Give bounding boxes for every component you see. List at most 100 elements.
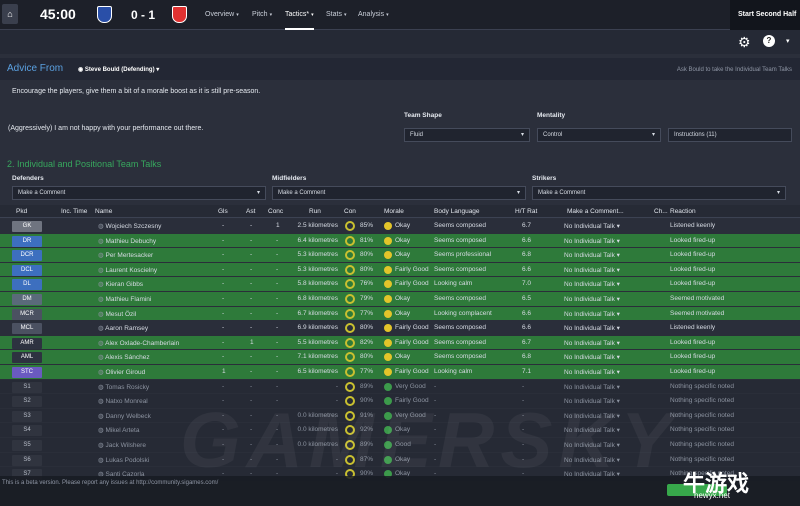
table-row[interactable]: DM ◍ Mathieu Flamini - - - 6.8 kilometres 79% O… <box>0 291 800 307</box>
individual-talk-dropdown[interactable]: No Individual Talk ▾ <box>564 471 620 479</box>
condition: 85% <box>360 222 374 229</box>
conceded: - <box>276 309 279 317</box>
chevron-down-icon: ▾ <box>256 190 260 196</box>
table-row[interactable]: MCR ◍ Mesut Özil - - - 6.7 kilometres 77% Okay L… <box>0 306 800 322</box>
table-row[interactable]: DL ◍ Kieran Gibbs - - - 5.8 kilometres 76% Fair… <box>0 277 800 292</box>
nav-overview[interactable]: Overview ▾ <box>205 11 239 18</box>
player-name[interactable]: ◍ Mesut Özil <box>98 310 137 318</box>
table-row[interactable]: S3 ◍ Danny Welbeck - - - 0.0 kilometres 91% Ver… <box>0 408 800 424</box>
column-header[interactable]: Ast <box>246 208 256 215</box>
player-name[interactable]: ◍ Danny Welbeck <box>98 412 151 420</box>
player-name[interactable]: ◍ Wojciech Szczesny <box>98 223 162 230</box>
individual-talk-dropdown[interactable]: No Individual Talk ▾ <box>564 310 620 318</box>
column-header[interactable]: Con <box>344 208 356 215</box>
table-row[interactable]: GK ◍ Wojciech Szczesny - - 1 2.5 kilometres 85… <box>0 219 800 234</box>
table-row[interactable]: MCL ◍ Aaron Ramsey - - - 6.9 kilometres 80% Fai… <box>0 321 800 336</box>
position-badge: MCR <box>12 308 42 320</box>
table-row[interactable]: DCL ◍ Laurent Koscielny - - - 5.3 kilometres 8… <box>0 262 800 278</box>
table-row[interactable]: DCR ◍ Per Mertesacker - - - 5.3 kilometres 80%… <box>0 248 800 263</box>
individual-talk-dropdown[interactable]: No Individual Talk ▾ <box>564 266 620 274</box>
individual-talk-dropdown[interactable]: No Individual Talk ▾ <box>564 427 620 435</box>
advice-selector[interactable]: ◉ Steve Bould (Defending) ▾ <box>78 67 160 73</box>
nav-stats[interactable]: Stats ▾ <box>326 11 347 18</box>
table-row[interactable]: AMR ◍ Alex Oxlade-Chamberlain - 1 - 5.5 kilom… <box>0 335 800 351</box>
gear-icon[interactable]: ⚙ <box>738 34 751 50</box>
defenders-comment-dropdown[interactable]: Make a Comment ▾ <box>12 186 266 200</box>
table-row[interactable]: S4 ◍ Mikel Arteta - - - 0.0 kilometres 92% Okay… <box>0 423 800 438</box>
table-row[interactable]: S6 ◍ Lukas Podolski - - - - 87% Okay - - No Indivi… <box>0 452 800 468</box>
individual-talk-dropdown[interactable]: No Individual Talk ▾ <box>564 354 620 362</box>
help-icon[interactable]: ? <box>763 35 775 47</box>
player-name[interactable]: ◍ Olivier Giroud <box>98 368 146 376</box>
individual-talk-dropdown[interactable]: No Individual Talk ▾ <box>564 441 620 449</box>
ht-rating: 6.6 <box>522 236 532 244</box>
table-row[interactable]: STC ◍ Olivier Giroud 1 - - 6.5 kilometres 77% F… <box>0 364 800 380</box>
individual-talk-dropdown[interactable]: No Individual Talk ▾ <box>564 398 620 406</box>
player-name[interactable]: ◍ Mathieu Debuchy <box>98 237 157 245</box>
column-header[interactable]: H/T Rat <box>515 208 538 215</box>
column-header[interactable]: Run <box>309 208 321 215</box>
position-badge: DCL <box>12 264 42 276</box>
individual-talk-dropdown[interactable]: No Individual Talk ▾ <box>564 368 620 376</box>
ht-rating: - <box>522 382 525 390</box>
column-header[interactable]: Ch... <box>654 208 668 215</box>
player-name[interactable]: ◍ Per Mertesacker <box>98 252 154 260</box>
column-header[interactable]: Gls <box>218 208 228 215</box>
nav-analysis[interactable]: Analysis ▾ <box>358 11 389 18</box>
column-header[interactable]: Body Language <box>434 208 480 215</box>
player-name[interactable]: ◍ Aaron Ramsey <box>98 325 149 333</box>
distance-run: 5.5 kilometres <box>297 338 338 346</box>
player-name[interactable]: ◍ Alex Oxlade-Chamberlain <box>98 339 180 347</box>
player-name[interactable]: ◍ Jack Wilshere <box>98 441 146 449</box>
individual-talk-dropdown[interactable]: No Individual Talk ▾ <box>564 281 620 289</box>
column-header[interactable]: Morale <box>384 208 404 215</box>
column-header[interactable]: Conc <box>268 208 284 215</box>
individual-talk-dropdown[interactable]: No Individual Talk ▾ <box>564 252 620 260</box>
player-name[interactable]: ◍ Mikel Arteta <box>98 427 140 435</box>
table-row[interactable]: S2 ◍ Natxo Monreal - - - -90% Fairly Good - - No … <box>0 394 800 409</box>
advice-note[interactable]: Ask Bould to take the Individual Team Ta… <box>676 67 792 73</box>
individual-talk-dropdown[interactable]: No Individual Talk ▾ <box>564 223 620 230</box>
individual-talk-dropdown[interactable]: No Individual Talk ▾ <box>564 456 620 464</box>
column-header[interactable]: Make a Comment... <box>567 208 624 215</box>
mentality-dropdown[interactable]: Control ▾ <box>537 128 661 142</box>
player-name[interactable]: ◍ Santi Cazorla <box>98 471 145 479</box>
table-row[interactable]: AML ◍ Alexis Sánchez - - - 7.1 kilometres 80% O… <box>0 350 800 365</box>
player-name[interactable]: ◍ Lukas Podolski <box>98 456 150 464</box>
individual-talk-dropdown[interactable]: No Individual Talk ▾ <box>564 325 620 333</box>
individual-talk-dropdown[interactable]: No Individual Talk ▾ <box>564 295 620 303</box>
player-name[interactable]: ◍ Natxo Monreal <box>98 398 148 406</box>
goals: - <box>222 382 225 390</box>
instructions-button[interactable]: Instructions (11) <box>668 128 792 142</box>
player-name[interactable]: ◍ Kieran Gibbs <box>98 281 144 289</box>
team-shape-dropdown[interactable]: Fluid ▾ <box>404 128 530 142</box>
player-name[interactable]: ◍ Mathieu Flamini <box>98 295 152 303</box>
position-badge: S5 <box>12 439 42 451</box>
individual-talk-dropdown[interactable]: No Individual Talk ▾ <box>564 383 620 391</box>
start-second-half-button[interactable]: Start Second Half <box>730 0 800 30</box>
column-header[interactable]: Inc. Time <box>61 208 88 215</box>
continue-button[interactable] <box>667 484 727 496</box>
position-badge: DM <box>12 293 42 305</box>
morale-icon <box>384 353 392 362</box>
body-language: - <box>434 455 437 463</box>
individual-talk-dropdown[interactable]: No Individual Talk ▾ <box>564 339 620 347</box>
table-row[interactable]: S5 ◍ Jack Wilshere - - - 0.0 kilometres 89% Goo… <box>0 437 800 453</box>
strikers-comment-dropdown[interactable]: Make a Comment ▾ <box>532 186 786 200</box>
goals: - <box>222 251 225 259</box>
individual-talk-dropdown[interactable]: No Individual Talk ▾ <box>564 237 620 245</box>
column-header[interactable]: Name <box>95 208 113 215</box>
player-name[interactable]: ◍ Tomas Rosicky <box>98 383 150 391</box>
column-header[interactable]: Reaction <box>670 208 696 215</box>
chevron-down-icon[interactable]: ▾ <box>786 38 790 45</box>
nav-pitch[interactable]: Pitch ▾ <box>252 11 273 18</box>
nav-tactics[interactable]: Tactics* ▾ <box>285 0 314 30</box>
midfielders-comment-dropdown[interactable]: Make a Comment ▾ <box>272 186 526 200</box>
individual-talk-dropdown[interactable]: No Individual Talk ▾ <box>564 412 620 420</box>
table-row[interactable]: DR ◍ Mathieu Debuchy - - - 6.4 kilometres 81% O… <box>0 233 800 249</box>
player-name[interactable]: ◍ Laurent Koscielny <box>98 266 158 274</box>
table-row[interactable]: S1 ◍ Tomas Rosicky - - - -89% Very Good - - No In… <box>0 379 800 395</box>
player-name[interactable]: ◍ Alexis Sánchez <box>98 354 150 362</box>
home-icon[interactable]: ⌂ <box>2 4 18 24</box>
column-header[interactable]: Pkd <box>16 208 28 215</box>
